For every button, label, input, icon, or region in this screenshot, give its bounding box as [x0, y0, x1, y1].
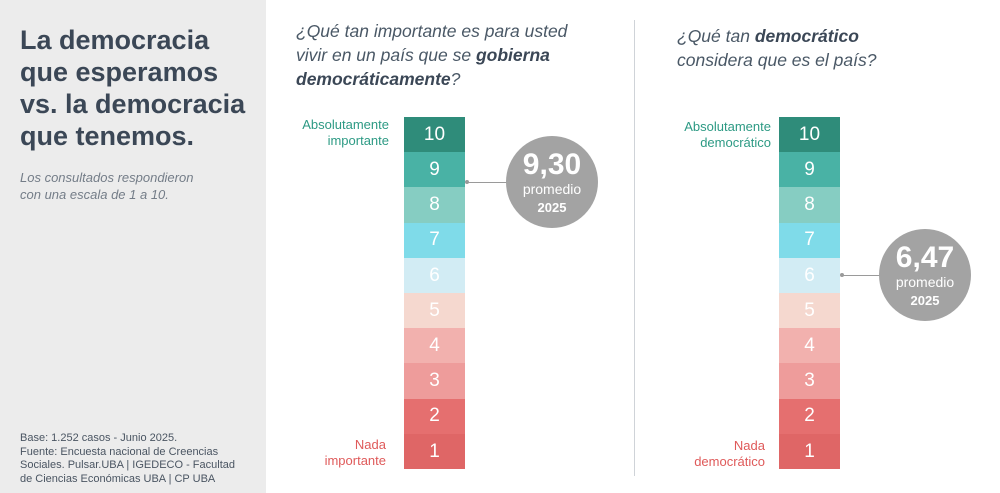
scale-value-10: 10 — [404, 117, 465, 153]
scale-value-7: 7 — [779, 222, 840, 259]
page-title: La democracia que esperamos vs. la democ… — [20, 25, 246, 151]
scale-value-9: 9 — [779, 152, 840, 188]
average-connector — [842, 275, 882, 276]
scale-value-4: 4 — [404, 328, 465, 364]
average-badge-importance: 9,30 promedio 2025 — [506, 136, 598, 228]
scale-value-6: 6 — [404, 257, 465, 294]
scale-value-9: 9 — [404, 152, 465, 188]
panel-divider — [634, 20, 635, 476]
scale-value-5: 5 — [779, 293, 840, 329]
scale-value-8: 8 — [779, 187, 840, 224]
average-marker-dot — [465, 180, 469, 184]
average-label: promedio — [895, 274, 955, 290]
average-badge-democracy: 6,47 promedio 2025 — [879, 229, 971, 321]
scale-value-3: 3 — [779, 363, 840, 400]
average-label: promedio — [522, 181, 582, 197]
average-year: 2025 — [537, 200, 567, 215]
scale-value-5: 5 — [404, 293, 465, 329]
scale-top-label: Absolutamente democrático — [684, 119, 771, 150]
scale-value-1: 1 — [404, 433, 465, 470]
average-marker-dot — [840, 273, 844, 277]
sidebar-panel: La democracia que esperamos vs. la democ… — [0, 0, 266, 493]
question-emphasis: gobierna democráticamente — [296, 45, 550, 89]
average-year: 2025 — [910, 293, 940, 308]
average-connector — [467, 182, 509, 183]
question-emphasis: democrático — [754, 26, 859, 46]
average-value: 9,30 — [522, 148, 582, 181]
question-text: ¿Qué tan — [677, 26, 755, 46]
scale-value-3: 3 — [404, 363, 465, 400]
average-value: 6,47 — [895, 241, 955, 274]
scale-value-8: 8 — [404, 187, 465, 224]
question-text: ¿Qué tan importante es para usted vivir … — [296, 21, 568, 65]
scale-top-label: Absolutamente importante — [302, 117, 389, 148]
scale-value-2: 2 — [404, 398, 465, 435]
question-democracy: ¿Qué tan democrático considera que es el… — [677, 24, 957, 72]
scale-value-4: 4 — [779, 328, 840, 364]
scale-value-10: 10 — [779, 117, 840, 153]
page-subtitle: Los consultados respondieron con una esc… — [20, 170, 194, 202]
question-text: ? — [450, 69, 461, 89]
scale-value-2: 2 — [779, 398, 840, 435]
question-text: considera que es el país? — [677, 50, 877, 70]
scale-value-1: 1 — [779, 433, 840, 470]
scale-bottom-label: Nada importante — [324, 437, 386, 468]
source-note: Base: 1.252 casos - Junio 2025. Fuente: … — [20, 432, 235, 485]
scale-bottom-label: Nada democrático — [694, 438, 765, 469]
question-importance: ¿Qué tan importante es para usted vivir … — [296, 19, 596, 91]
scale-value-7: 7 — [404, 222, 465, 259]
scale-value-6: 6 — [779, 257, 840, 294]
